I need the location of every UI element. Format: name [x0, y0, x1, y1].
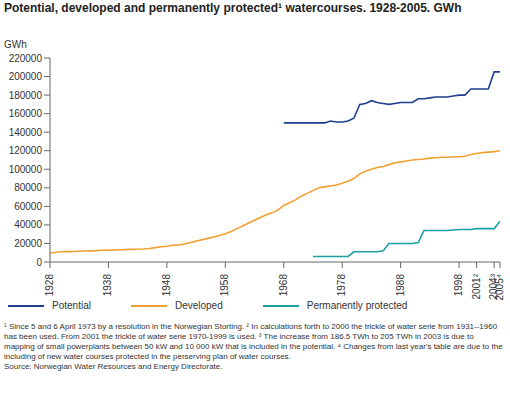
svg-text:180000: 180000 — [9, 90, 43, 101]
svg-text:200000: 200000 — [9, 71, 43, 82]
svg-text:1998: 1998 — [453, 274, 464, 297]
html-text:GWh: GWh — [4, 39, 27, 50]
svg-text:1968: 1968 — [278, 274, 289, 297]
svg-text:80000: 80000 — [14, 182, 42, 193]
svg-text:1938: 1938 — [102, 274, 113, 297]
svg-text:140000: 140000 — [9, 127, 43, 138]
svg-text:1978: 1978 — [336, 274, 347, 297]
svg-text:220000: 220000 — [9, 53, 43, 64]
html-text:¹ Since 5 and 6 April 1973 by: ¹ Since 5 and 6 April 1973 by a resoluti… — [4, 322, 503, 361]
html-text:Potential, developed and perma: Potential, developed and permanently pro… — [4, 1, 462, 15]
svg-text:1988: 1988 — [395, 274, 406, 297]
html-text:Permanently protected: Permanently protected — [306, 300, 408, 311]
svg-text:1928: 1928 — [44, 274, 55, 297]
svg-text:120000: 120000 — [9, 145, 43, 156]
svg-text:60000: 60000 — [14, 201, 42, 212]
html-text:Source: Norwegian Water Resour: Source: Norwegian Water Resources and En… — [4, 362, 223, 371]
svg-text:1958: 1958 — [219, 274, 230, 297]
svg-text:1948: 1948 — [161, 274, 172, 297]
svg-text:100000: 100000 — [9, 164, 43, 175]
svg-text:40000: 40000 — [14, 219, 42, 230]
svg-text:2001²: 2001² — [471, 273, 482, 299]
svg-text:20000: 20000 — [14, 238, 42, 249]
svg-text:160000: 160000 — [9, 108, 43, 119]
html-text:Potential: Potential — [52, 300, 91, 311]
svg-text:0: 0 — [36, 257, 42, 268]
svg-text:2005⁴: 2005⁴ — [494, 274, 502, 300]
html-text:Developed: Developed — [174, 300, 223, 311]
